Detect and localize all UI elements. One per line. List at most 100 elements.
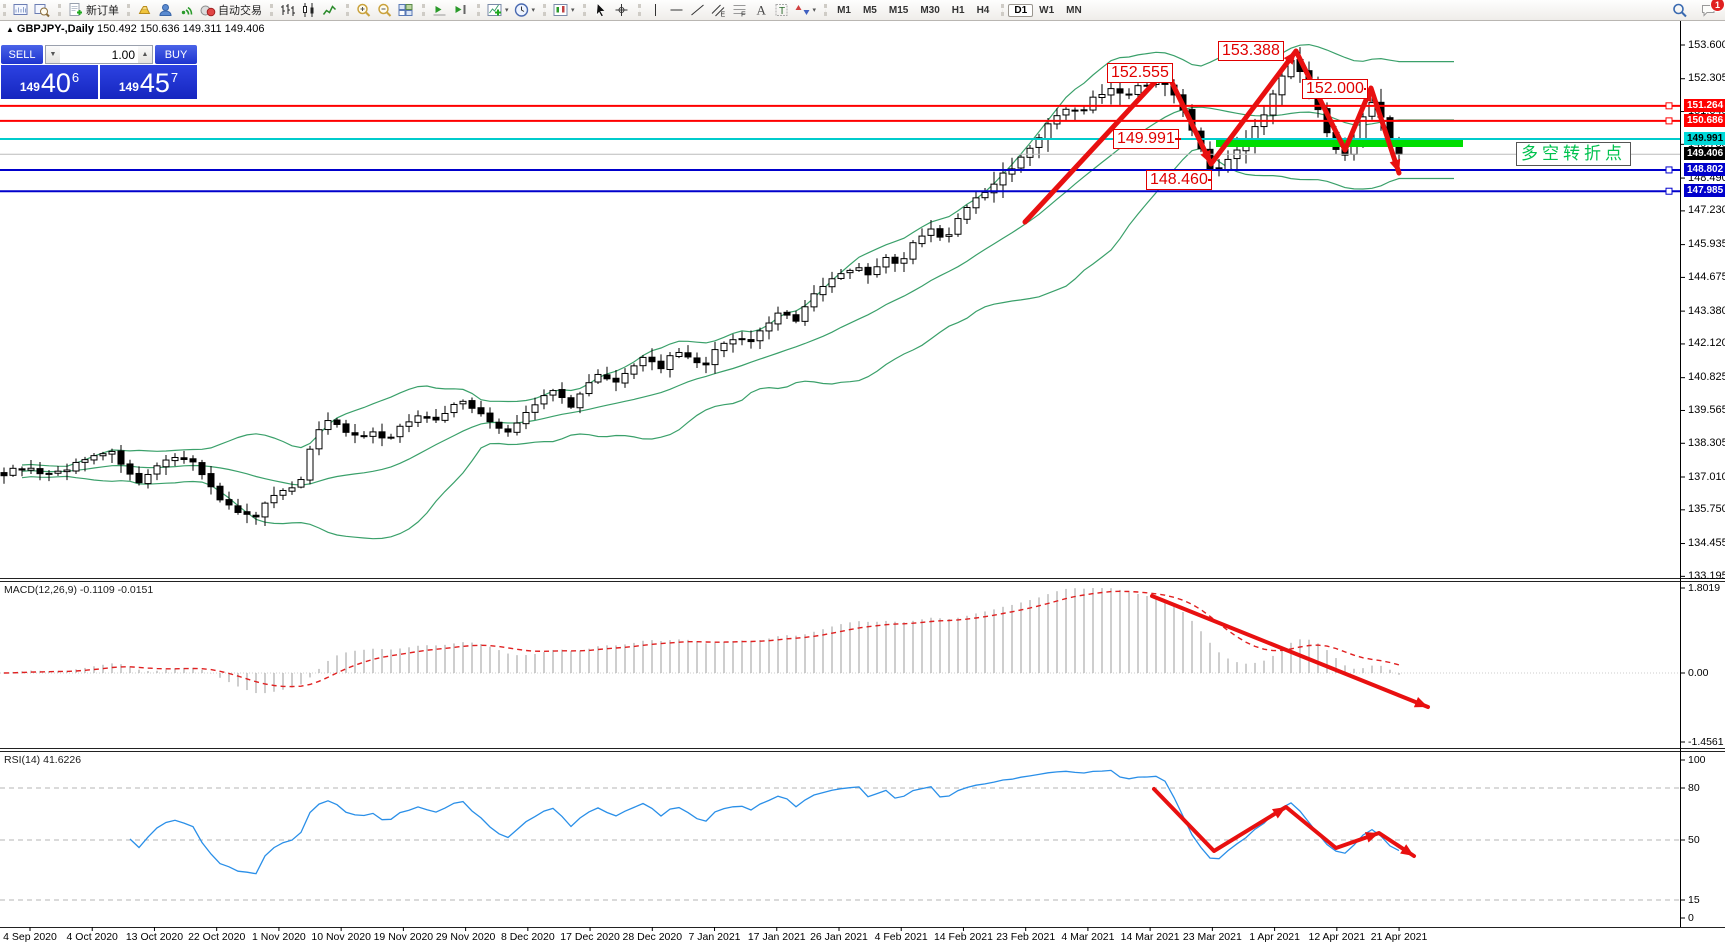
- volume-increase-button[interactable]: ▲: [138, 46, 152, 63]
- volume-decrease-button[interactable]: ▼: [46, 46, 60, 63]
- price-level-badge: 149.991: [1684, 131, 1725, 145]
- crosshair-button[interactable]: [611, 1, 632, 19]
- cursor-button[interactable]: [590, 1, 611, 19]
- annotation-pointer: [1175, 138, 1181, 140]
- buy-button[interactable]: BUY: [155, 45, 197, 64]
- timeframe-h4-button[interactable]: H4: [976, 4, 990, 16]
- market-gold-icon: [136, 2, 153, 18]
- horizontal-line-icon: [668, 2, 685, 18]
- horizontal-line-button[interactable]: [666, 1, 687, 19]
- buy-price-box[interactable]: 149 45 7: [100, 65, 197, 99]
- x-axis-date-label: 4 Oct 2020: [66, 931, 118, 943]
- signals-button[interactable]: [176, 1, 197, 19]
- line-chart-button[interactable]: [319, 1, 340, 19]
- one-click-trading-panel: SELL ▼ ▲ BUY 149 40 6 149 45 7: [1, 45, 197, 99]
- y-axis-tick-label: 133.195: [1688, 569, 1725, 582]
- x-axis-date-label: 14 Feb 2021: [933, 931, 993, 943]
- tile-windows-button[interactable]: [395, 1, 416, 19]
- new-order-button[interactable]: 新订单: [65, 1, 121, 19]
- search-button[interactable]: [1669, 1, 1690, 19]
- channel-button[interactable]: E: [708, 1, 729, 19]
- macd-axis-label: 0.00: [1688, 667, 1709, 679]
- y-axis-tick-label: 145.935: [1688, 238, 1725, 251]
- x-axis-date-label: 4 Sep 2020: [3, 931, 57, 943]
- toolbar-right: 1: [1669, 0, 1725, 19]
- text-button[interactable]: A: [750, 1, 771, 19]
- zoom-out-button[interactable]: [374, 1, 395, 19]
- y-axis-tick-label: 143.380: [1688, 304, 1725, 317]
- chart-title: ▲ GBPJPY-,Daily 150.492 150.636 149.311 1…: [6, 23, 264, 35]
- autotrading-icon: [199, 2, 216, 18]
- fibonacci-icon: F: [731, 2, 748, 19]
- sell-price-pip: 6: [71, 70, 80, 85]
- toolbar-group-scroll: [419, 0, 474, 20]
- templates-icon: [552, 2, 569, 18]
- price-level-badge: 149.406: [1684, 147, 1725, 161]
- rsi-axis-label: 80: [1688, 782, 1700, 794]
- trendline-button[interactable]: [687, 1, 708, 19]
- x-axis-date-label: 21 Apr 2021: [1370, 931, 1428, 943]
- price-annotation-label[interactable]: 152.000: [1302, 79, 1368, 99]
- price-annotation-label[interactable]: 149.991: [1113, 129, 1179, 149]
- timeframe-h1-button[interactable]: H1: [951, 4, 965, 16]
- candle-chart-button[interactable]: [298, 1, 319, 19]
- templates-button[interactable]: ▾: [550, 1, 577, 19]
- x-axis-date-label: 4 Feb 2021: [874, 931, 928, 943]
- bar-chart-button[interactable]: [277, 1, 298, 19]
- new-order-icon: [67, 2, 84, 18]
- annotation-pointer: [1364, 88, 1366, 90]
- annotation-pointer: [1208, 179, 1211, 181]
- notifications-button[interactable]: 1: [1698, 0, 1725, 19]
- timeframe-m1-button[interactable]: M1: [837, 4, 851, 16]
- autotrading-button[interactable]: 自动交易: [197, 1, 264, 19]
- crosshair-icon: [613, 2, 630, 18]
- toolbar: 新订单 自动交易 ▾ ▾ ▾ E F A T ▾ M1 M5 M15 M30 H1 H4 D1 W1 MN 1: [0, 0, 1725, 21]
- zoom-in-icon: [355, 2, 372, 18]
- vertical-line-icon: [647, 2, 664, 18]
- text-label-button[interactable]: T: [771, 1, 792, 19]
- price-annotation-label[interactable]: 148.460: [1146, 170, 1212, 190]
- timeframe-d1-button[interactable]: D1: [1008, 3, 1034, 17]
- text-label-icon: T: [773, 2, 790, 18]
- toolbar-group-zoom: [343, 0, 419, 20]
- sell-price-big: 40: [40, 68, 71, 98]
- timeframe-w1-button[interactable]: W1: [1039, 4, 1055, 16]
- toolbar-group-chart-types: [267, 0, 343, 20]
- turning-point-note[interactable]: 多空转折点: [1516, 142, 1631, 166]
- fibonacci-button[interactable]: F: [729, 1, 750, 19]
- price-annotation-label[interactable]: 152.555: [1107, 63, 1173, 83]
- macd-indicator-label: MACD(12,26,9) -0.1109 -0.0151: [4, 584, 154, 596]
- price-level-badge: 148.802: [1684, 162, 1725, 176]
- y-axis-tick-label: 137.010: [1688, 470, 1725, 483]
- arrows-icon: [794, 2, 811, 18]
- x-axis-date-label: 1 Apr 2021: [1249, 931, 1300, 943]
- market-gold-button[interactable]: [134, 1, 155, 19]
- price-annotation-label[interactable]: 153.388: [1218, 41, 1284, 61]
- svg-text:A: A: [756, 3, 766, 18]
- chart-magnifier-button[interactable]: [31, 1, 52, 19]
- timeframe-m5-button[interactable]: M5: [862, 4, 877, 16]
- arrows-button[interactable]: ▾: [792, 1, 819, 19]
- x-axis-date-label: 17 Dec 2020: [560, 931, 620, 943]
- chart-window-button[interactable]: [10, 1, 31, 19]
- timeframe-m15-button[interactable]: M15: [888, 4, 909, 16]
- x-axis-date-label: 4 Mar 2021: [1061, 931, 1115, 943]
- timeframe-mn-button[interactable]: MN: [1066, 4, 1082, 16]
- timeframe-m30-button[interactable]: M30: [920, 4, 940, 16]
- vertical-line-button[interactable]: [645, 1, 666, 19]
- chart-shift-button[interactable]: [450, 1, 471, 19]
- sell-price-base: 149: [19, 80, 40, 94]
- toolbar-group-services: 自动交易: [124, 0, 267, 20]
- zoom-in-button[interactable]: [353, 1, 374, 19]
- sell-button[interactable]: SELL: [1, 45, 43, 64]
- volume-input[interactable]: [60, 46, 138, 63]
- autoscroll-button[interactable]: [429, 1, 450, 19]
- community-button[interactable]: [155, 1, 176, 19]
- price-level-badge: 147.985: [1684, 184, 1725, 198]
- indicators-button[interactable]: ▾: [484, 1, 511, 19]
- periods-button[interactable]: ▾: [511, 1, 538, 19]
- indicators-icon: [486, 2, 503, 18]
- sell-price-box[interactable]: 149 40 6: [1, 65, 98, 99]
